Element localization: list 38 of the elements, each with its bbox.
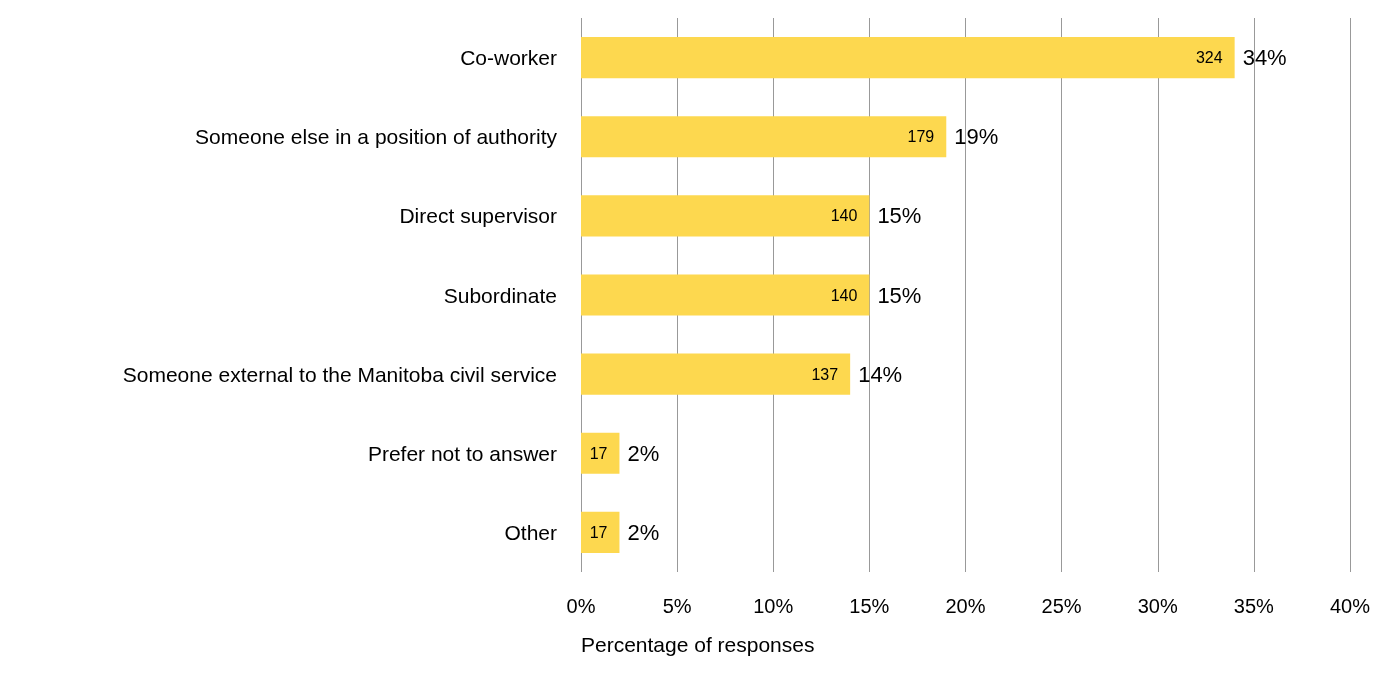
annotation: 324 — [1195, 49, 1223, 67]
y-tick-label: Someone external to the Manitoba civil service — [122, 362, 557, 386]
bar — [581, 116, 947, 158]
data-label: 34% — [1242, 45, 1287, 71]
x-tick-label: 10% — [753, 595, 794, 617]
bar — [581, 511, 620, 554]
y-tick-label: Other — [504, 520, 557, 544]
bar — [581, 274, 870, 316]
data-label: 2% — [627, 440, 660, 466]
data-label: 2% — [627, 519, 660, 545]
data-label: 19% — [954, 124, 999, 150]
bar — [581, 195, 870, 237]
x-tick-label: 5% — [662, 595, 692, 617]
y-tick-label: Direct supervisor — [399, 204, 557, 228]
y-tick-label: Prefer not to answer — [367, 441, 558, 465]
annotation: 140 — [830, 286, 858, 304]
x-tick-label: 20% — [945, 595, 986, 617]
x-tick-label: 0% — [566, 595, 596, 617]
x-tick-label: 15% — [849, 595, 890, 617]
y-tick-label: Co-worker — [460, 46, 557, 70]
data-label: 15% — [877, 282, 922, 308]
bar — [581, 353, 851, 395]
x-axis-title: Percentage of responses — [581, 633, 815, 656]
annotation: 179 — [907, 128, 935, 146]
y-tick-label: Subordinate — [443, 283, 557, 307]
annotation: 137 — [811, 365, 839, 383]
annotation: 17 — [589, 523, 608, 541]
x-tick-label: 25% — [1041, 595, 1082, 617]
data-label: 15% — [877, 203, 922, 229]
bar — [581, 36, 1235, 79]
bar — [581, 432, 620, 474]
x-tick-label: 35% — [1233, 595, 1275, 617]
x-tick-label: 30% — [1137, 595, 1178, 617]
data-label: 14% — [858, 361, 903, 387]
annotation: 17 — [589, 444, 608, 462]
x-tick-label: 40% — [1329, 595, 1371, 617]
annotation: 140 — [830, 207, 858, 225]
y-tick-label: Someone else in a position of authority — [195, 125, 558, 149]
